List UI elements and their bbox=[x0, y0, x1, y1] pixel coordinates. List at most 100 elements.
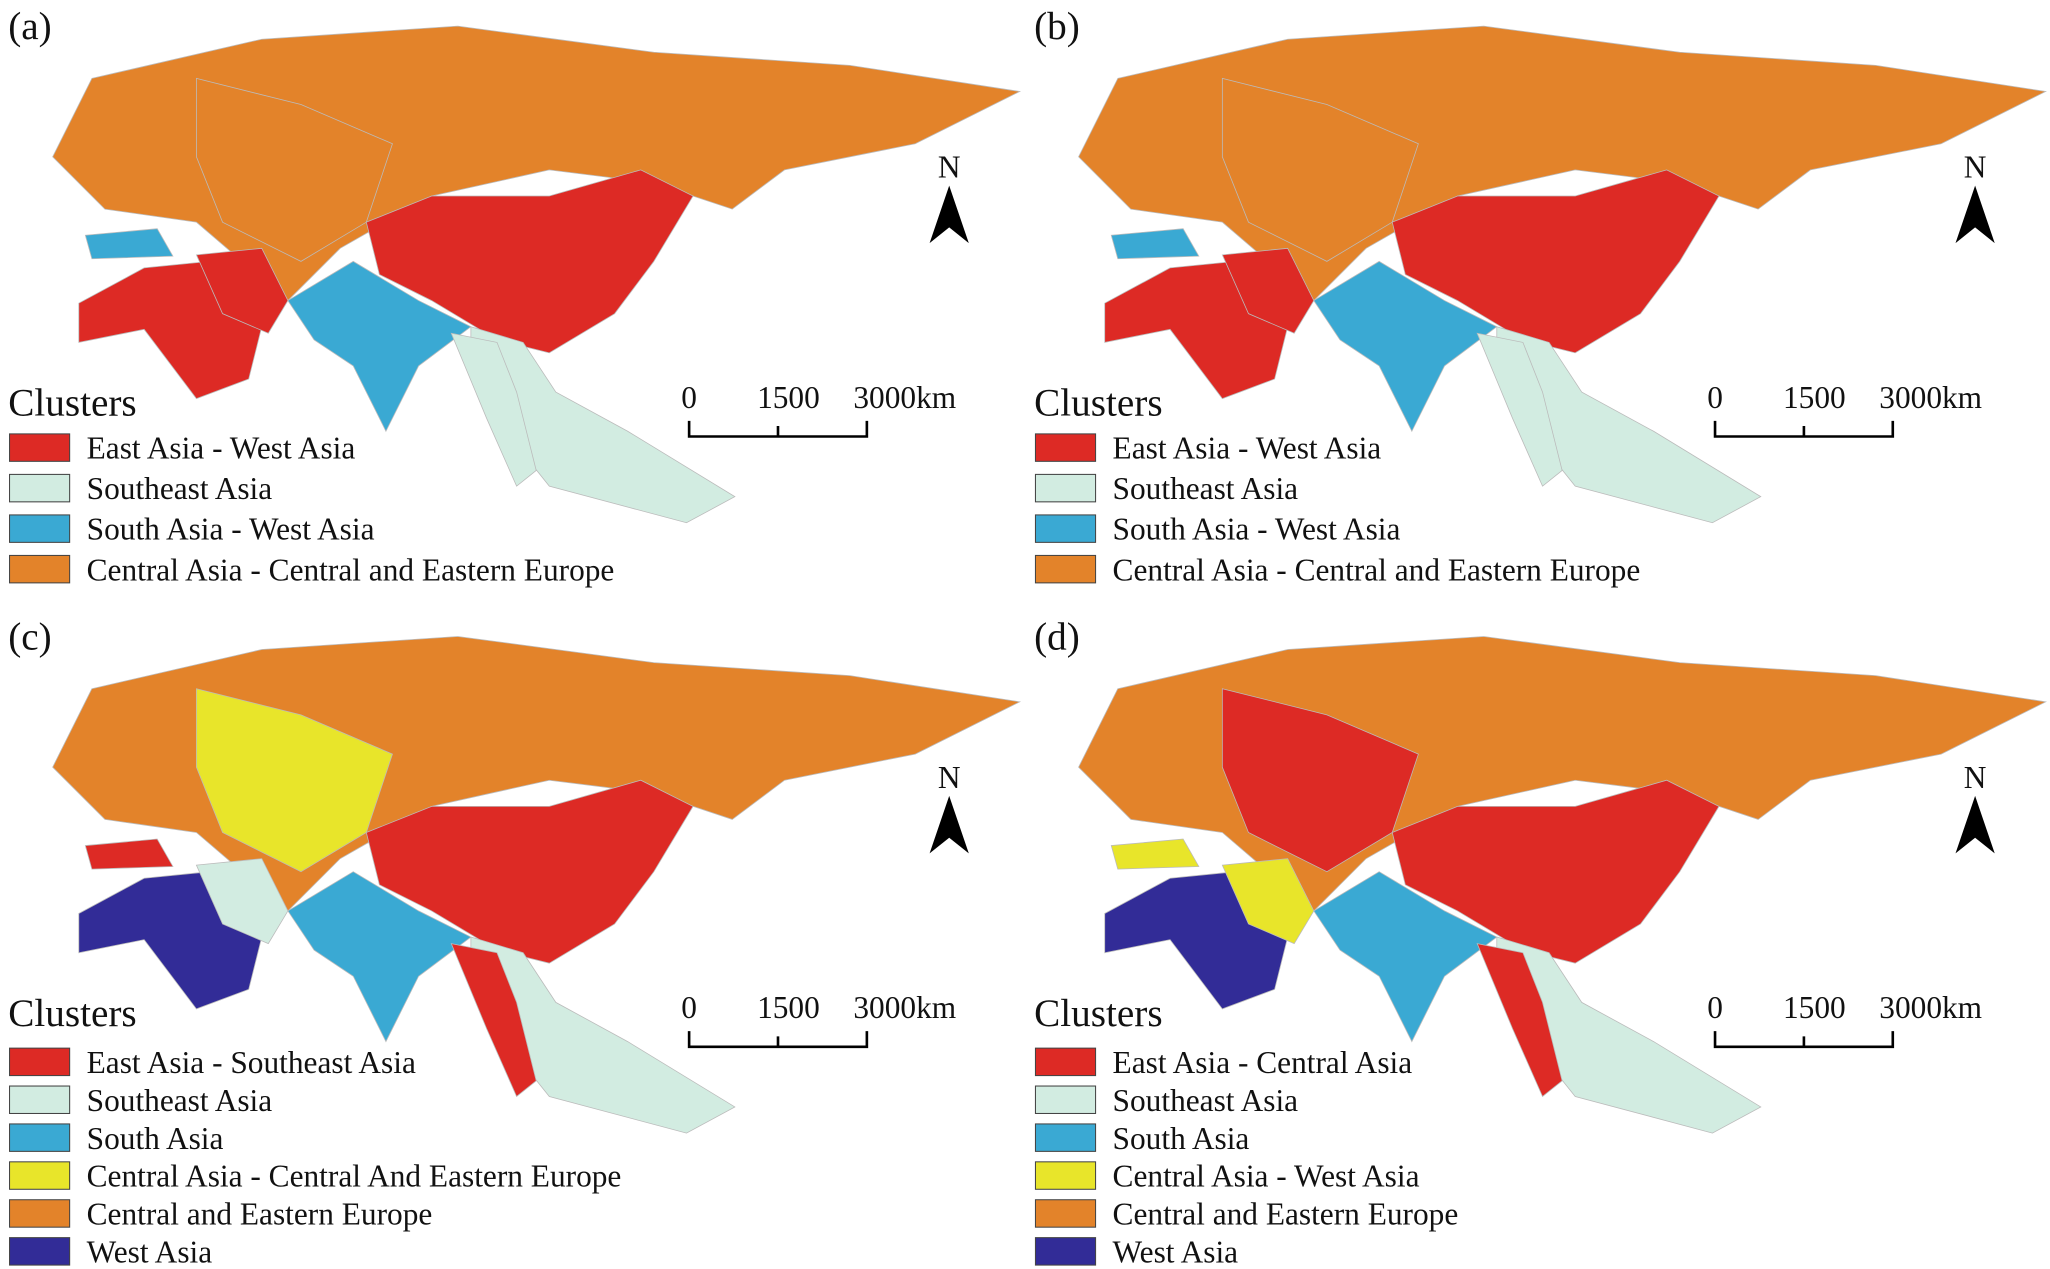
legend-title: Clusters bbox=[8, 992, 136, 1035]
legend-title: Clusters bbox=[8, 382, 136, 425]
scale-bar bbox=[1713, 420, 1895, 438]
legend-label: East Asia - Southeast Asia bbox=[87, 1045, 416, 1080]
legend-label: West Asia bbox=[1113, 1234, 1239, 1269]
scale-label: 0 bbox=[1707, 380, 1723, 415]
panel-label: (c) bbox=[8, 616, 51, 659]
legend-swatch bbox=[1034, 1123, 1097, 1152]
north-arrow bbox=[929, 795, 969, 854]
region bbox=[1221, 77, 1419, 262]
legend-swatch bbox=[9, 1047, 71, 1077]
region bbox=[287, 871, 472, 1043]
legend-label: Central and Eastern Europe bbox=[1113, 1197, 1459, 1232]
scale-label: 3000km bbox=[1879, 990, 1982, 1025]
legend-swatch bbox=[1034, 1047, 1097, 1077]
legend-label: South Asia - West Asia bbox=[1113, 512, 1401, 547]
scale-label: 0 bbox=[1707, 990, 1723, 1025]
panel-label: (b) bbox=[1034, 5, 1080, 48]
legend-swatch bbox=[9, 1237, 71, 1266]
scale-label: 3000km bbox=[853, 380, 956, 415]
legend-label: Central Asia - West Asia bbox=[1113, 1159, 1420, 1194]
region bbox=[365, 169, 694, 354]
scale-label: 0 bbox=[681, 990, 697, 1025]
scale-label: 3000km bbox=[853, 990, 956, 1025]
scale-label: 0 bbox=[681, 380, 697, 415]
region bbox=[195, 858, 289, 945]
region bbox=[84, 838, 174, 870]
panel-label: (d) bbox=[1034, 616, 1080, 659]
scale-label: 1500 bbox=[1783, 380, 1846, 415]
region bbox=[196, 77, 393, 262]
legend-label: Southeast Asia bbox=[1113, 1083, 1299, 1118]
north-arrow bbox=[1955, 185, 1995, 244]
legend-label: Southeast Asia bbox=[87, 1083, 273, 1118]
region bbox=[1313, 260, 1498, 433]
region bbox=[195, 247, 289, 334]
region bbox=[1221, 247, 1315, 334]
scale-bar bbox=[687, 420, 869, 438]
legend-label: West Asia bbox=[87, 1234, 213, 1269]
region bbox=[1110, 228, 1200, 260]
legend-label: Central Asia - Central And Eastern Europ… bbox=[87, 1159, 622, 1194]
legend-swatch bbox=[1034, 1085, 1097, 1115]
legend-label: South Asia bbox=[1113, 1121, 1250, 1156]
legend-swatch bbox=[9, 514, 71, 543]
legend-swatch bbox=[9, 433, 71, 462]
legend-label: East Asia - Central Asia bbox=[1113, 1045, 1413, 1080]
region bbox=[1391, 779, 1720, 964]
region bbox=[1313, 871, 1498, 1043]
scale-bar bbox=[1713, 1031, 1895, 1049]
region bbox=[287, 260, 472, 433]
legend-swatch bbox=[1034, 514, 1097, 543]
north-label: N bbox=[938, 760, 961, 795]
map-panel: (c) N 0 1500 3000km Clusters East Asia - South… bbox=[8, 616, 1022, 1269]
map-panel: (b) N 0 1500 3000km Clusters East Asia - West … bbox=[1034, 5, 2047, 587]
region bbox=[450, 332, 537, 487]
scale-bar bbox=[687, 1031, 869, 1049]
legend-label: East Asia - West Asia bbox=[87, 431, 356, 466]
legend-swatch bbox=[1034, 1199, 1097, 1228]
legend-swatch bbox=[9, 554, 71, 584]
legend-swatch bbox=[1034, 554, 1097, 584]
region bbox=[1110, 838, 1200, 870]
region bbox=[1476, 332, 1563, 487]
region bbox=[365, 779, 694, 964]
legend-label: South Asia bbox=[87, 1121, 224, 1156]
legend-swatch bbox=[9, 1123, 71, 1152]
legend-swatch bbox=[9, 1199, 71, 1228]
legend-title: Clusters bbox=[1034, 992, 1162, 1035]
region bbox=[1391, 169, 1720, 354]
region bbox=[196, 688, 393, 873]
legend-label: Central Asia - Central and Eastern Europ… bbox=[1113, 552, 1641, 587]
legend-label: Central and Eastern Europe bbox=[87, 1197, 433, 1232]
north-arrow bbox=[929, 185, 969, 244]
legend-swatch bbox=[1034, 1161, 1097, 1190]
panel-label: (a) bbox=[8, 5, 51, 48]
north-arrow bbox=[1955, 795, 1995, 854]
legend-label: Central Asia - Central and Eastern Europ… bbox=[87, 552, 615, 587]
region bbox=[84, 228, 174, 260]
legend-swatch bbox=[1034, 473, 1097, 503]
north-label: N bbox=[1964, 150, 1987, 185]
legend-label: Southeast Asia bbox=[87, 471, 273, 506]
legend-swatch bbox=[1034, 433, 1097, 462]
map-panel: (d) N 0 1500 3000km Clusters East Asia - Centr… bbox=[1034, 616, 2047, 1269]
legend-swatch bbox=[9, 1085, 71, 1115]
legend-swatch bbox=[1034, 1237, 1097, 1266]
region bbox=[1221, 858, 1315, 945]
north-label: N bbox=[1964, 760, 1987, 795]
scale-label: 1500 bbox=[1783, 990, 1846, 1025]
legend-swatch bbox=[9, 473, 71, 503]
region bbox=[1221, 688, 1419, 873]
north-label: N bbox=[938, 150, 961, 185]
scale-label: 3000km bbox=[1879, 380, 1982, 415]
legend-label: East Asia - West Asia bbox=[1113, 431, 1382, 466]
map-panel: (a) N 0 1500 3000km Clusters East Asia - West … bbox=[8, 5, 1022, 587]
legend-label: South Asia - West Asia bbox=[87, 512, 375, 547]
legend-swatch bbox=[9, 1161, 71, 1190]
legend-label: Southeast Asia bbox=[1113, 471, 1299, 506]
region bbox=[1476, 943, 1563, 1098]
scale-label: 1500 bbox=[757, 380, 820, 415]
scale-label: 1500 bbox=[757, 990, 820, 1025]
legend-title: Clusters bbox=[1034, 382, 1162, 425]
